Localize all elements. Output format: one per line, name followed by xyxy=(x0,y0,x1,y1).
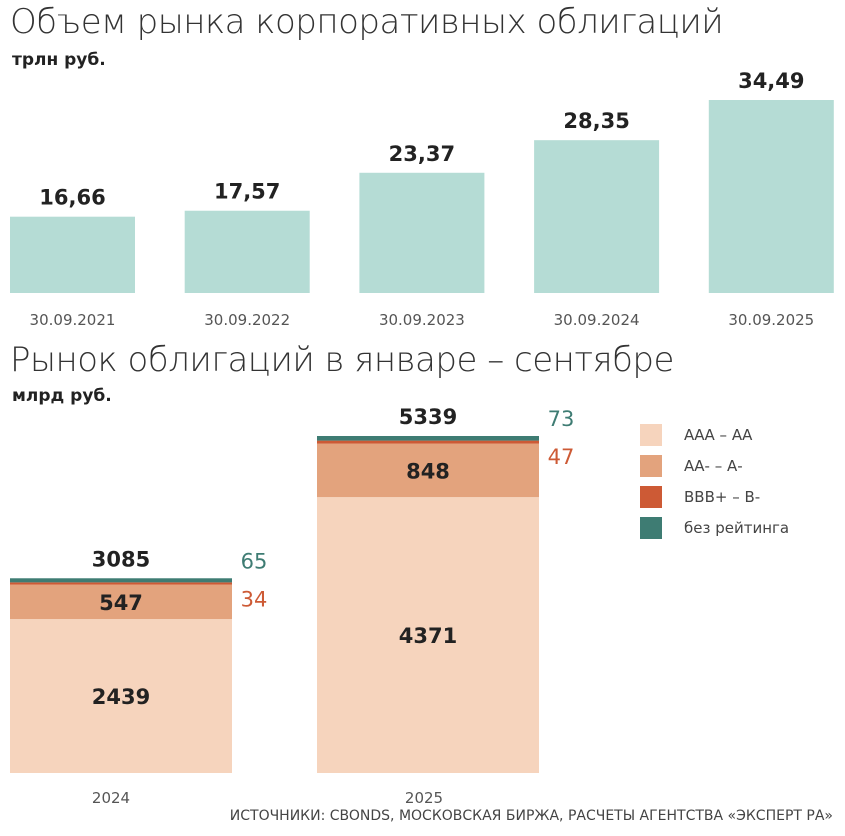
segment-value-label: 4371 xyxy=(399,624,457,648)
stack-segment xyxy=(10,619,232,773)
segment-value-label: 547 xyxy=(99,591,143,615)
legend-item: без рейтинга xyxy=(640,513,789,543)
stack-segment xyxy=(317,436,539,441)
bar-value-label: 16,66 xyxy=(39,186,105,210)
bar-value-label: 23,37 xyxy=(389,142,455,166)
stack-segment xyxy=(317,440,539,444)
bar-value-label: 28,35 xyxy=(563,109,629,133)
source-note: ИСТОЧНИКИ: CBONDS, МОСКОВСКАЯ БИРЖА, РАС… xyxy=(229,808,833,824)
chart2-unit: млрд руб. xyxy=(12,386,112,406)
segment-value-label: 47 xyxy=(548,445,575,469)
x-tick-label: 30.09.2024 xyxy=(554,311,640,329)
legend-item: ААА – АА xyxy=(640,420,789,450)
legend: ААА – АА АА- – А- ВВВ+ – В- без рейтинга xyxy=(640,420,789,544)
legend-label: ААА – АА xyxy=(684,426,753,444)
legend-label: АА- – А- xyxy=(684,457,743,475)
segment-value-label: 34 xyxy=(241,587,268,611)
x-tick-label: 30.09.2025 xyxy=(728,311,814,329)
x-tick-label: 30.09.2022 xyxy=(204,311,290,329)
segment-value-label: 2439 xyxy=(92,685,150,709)
x-tick-label: 2024 xyxy=(92,789,130,807)
legend-swatch xyxy=(640,486,662,508)
legend-item: ВВВ+ – В- xyxy=(640,482,789,512)
legend-label: ВВВ+ – В- xyxy=(684,488,761,506)
chart1-unit: трлн руб. xyxy=(12,50,106,70)
legend-swatch xyxy=(640,424,662,446)
x-tick-label: 30.09.2021 xyxy=(30,311,116,329)
segment-value-label: 65 xyxy=(241,549,268,573)
total-value-label: 5339 xyxy=(399,405,457,429)
legend-label: без рейтинга xyxy=(684,519,790,537)
bar xyxy=(534,140,660,293)
x-tick-label: 2025 xyxy=(405,789,443,807)
bar-value-label: 34,49 xyxy=(738,69,804,93)
chart1-title: Объем рынка корпоративных облигаций xyxy=(10,2,724,42)
x-tick-label: 30.09.2023 xyxy=(379,311,465,329)
stack-segment xyxy=(10,584,232,620)
segment-value-label: 73 xyxy=(548,407,575,431)
stack-segment xyxy=(10,582,232,585)
bar xyxy=(10,216,135,293)
legend-swatch xyxy=(640,455,662,477)
bar xyxy=(184,210,310,293)
stack-segment xyxy=(317,497,539,773)
stack-segment xyxy=(317,443,539,498)
bar xyxy=(708,100,834,293)
segment-value-label: 848 xyxy=(406,459,450,483)
total-value-label: 3085 xyxy=(92,547,150,571)
stack-segment xyxy=(10,578,232,583)
bar-value-label: 17,57 xyxy=(214,180,280,204)
bar xyxy=(359,172,485,293)
legend-item: АА- – А- xyxy=(640,451,789,481)
chart2-title: Рынок облигаций в январе – сентябре xyxy=(10,340,674,380)
legend-swatch xyxy=(640,517,662,539)
